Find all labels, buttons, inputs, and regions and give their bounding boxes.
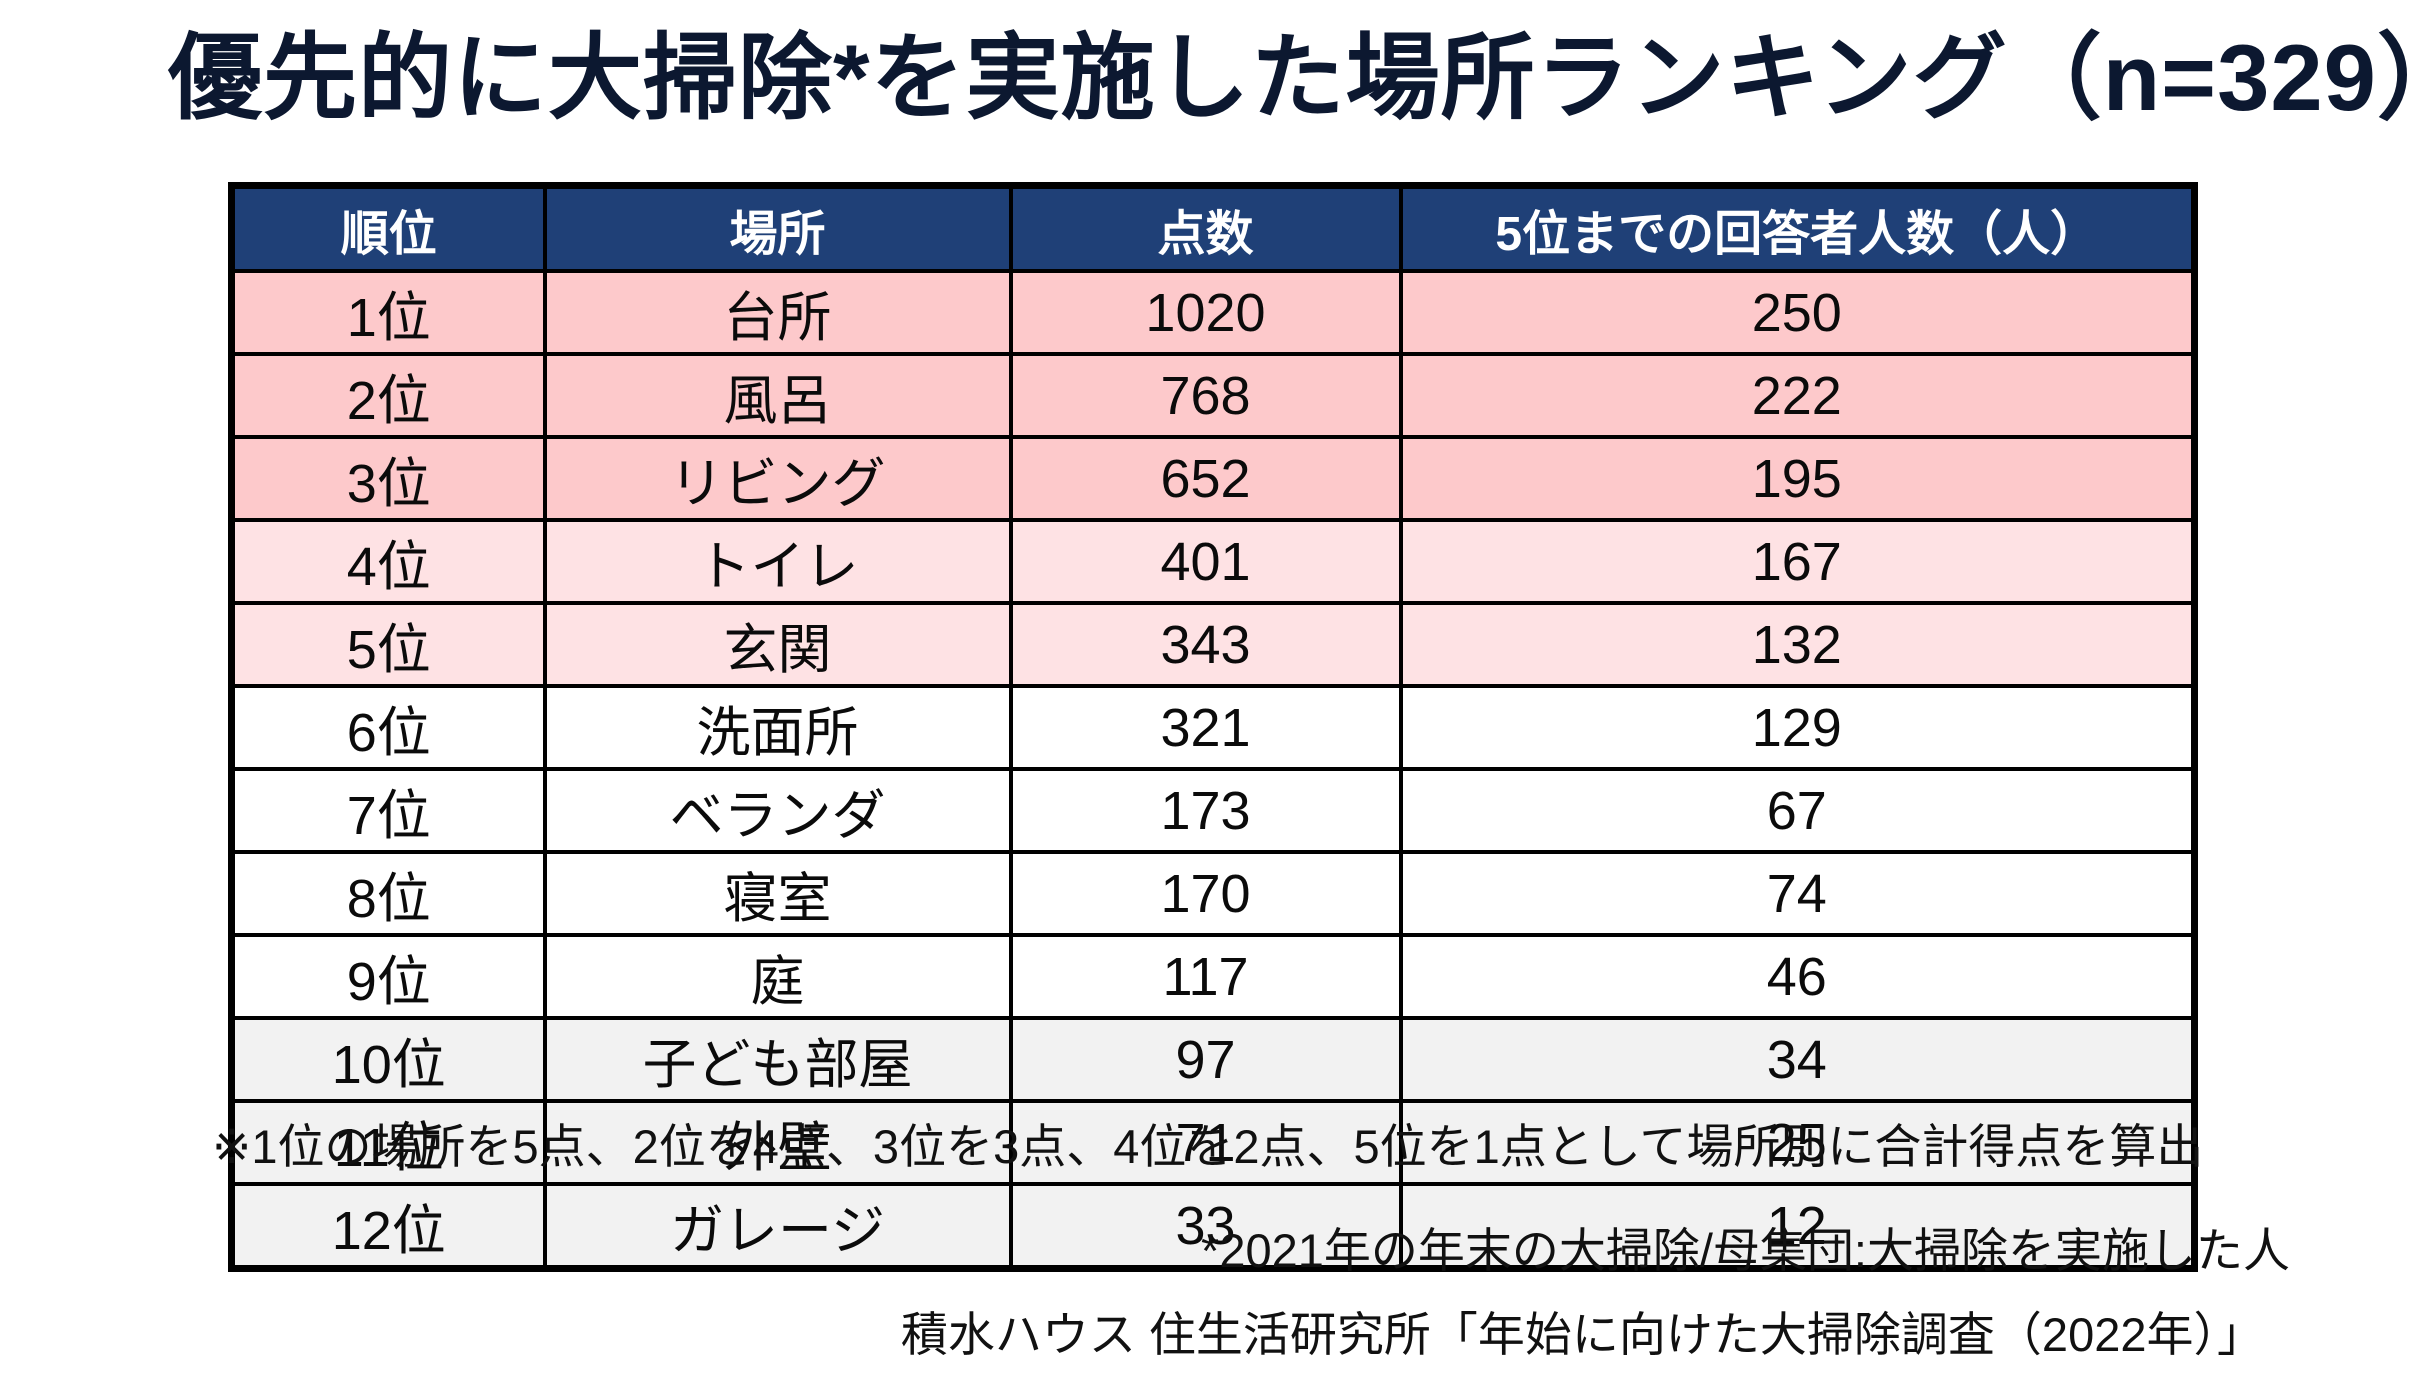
rank-cell: 10位: [229, 1016, 547, 1103]
score-cell: 173: [1008, 767, 1403, 854]
page-title: 優先的に大掃除*を実施した場所ランキング（n=329）: [168, 25, 2414, 130]
rank-cell: 1位: [229, 269, 547, 356]
rank-cell: 12位: [229, 1182, 547, 1271]
score-cell: 71: [1008, 1099, 1403, 1186]
header-place: 場所: [542, 183, 1013, 273]
respondents-cell: 25: [1398, 1099, 2197, 1186]
table-row: 5位 玄関 343 132: [229, 601, 2197, 688]
score-cell: 652: [1008, 435, 1403, 522]
respondents-cell: 195: [1398, 435, 2197, 522]
place-cell: 玄関: [542, 601, 1013, 688]
header-score: 点数: [1008, 183, 1403, 273]
place-cell: リビング: [542, 435, 1013, 522]
footnote-source: 積水ハウス 住生活研究所「年始に向けた大掃除調査（2022年）」: [900, 1308, 2264, 1361]
place-cell: 台所: [542, 269, 1013, 356]
respondents-cell: 67: [1398, 767, 2197, 854]
rank-cell: 5位: [229, 601, 547, 688]
place-cell: 風呂: [542, 352, 1013, 439]
score-cell: 33: [1008, 1182, 1403, 1271]
respondents-cell: 34: [1398, 1016, 2197, 1103]
header-respondents: 5位までの回答者人数（人）: [1398, 183, 2197, 273]
rank-cell: 2位: [229, 352, 547, 439]
respondents-cell: 74: [1398, 850, 2197, 937]
table-row: 10位 子ども部屋 97 34: [229, 1016, 2197, 1103]
rank-cell: 8位: [229, 850, 547, 937]
place-cell: 庭: [542, 933, 1013, 1020]
ranking-table: 順位 場所 点数 5位までの回答者人数（人） 1位 台所 1020 250 2位…: [228, 182, 2198, 1272]
respondents-cell: 129: [1398, 684, 2197, 771]
header-rank: 順位: [229, 183, 547, 273]
score-cell: 97: [1008, 1016, 1403, 1103]
score-cell: 170: [1008, 850, 1403, 937]
score-cell: 1020: [1008, 269, 1403, 356]
score-cell: 343: [1008, 601, 1403, 688]
score-cell: 321: [1008, 684, 1403, 771]
table-row: 3位 リビング 652 195: [229, 435, 2197, 522]
table-header-row: 順位 場所 点数 5位までの回答者人数（人）: [229, 183, 2197, 273]
table-row: 2位 風呂 768 222: [229, 352, 2197, 439]
rank-cell: 7位: [229, 767, 547, 854]
respondents-cell: 46: [1398, 933, 2197, 1020]
footnote-population: *2021年の年末の大掃除/母集団:大掃除を実施した人: [1201, 1224, 2290, 1277]
footnote-scoring: ※1位の場所を5点、2位を4点、3位を3点、4位を2点、5位を1点として場所別に…: [212, 1120, 2204, 1173]
rank-cell: 4位: [229, 518, 547, 605]
place-cell: トイレ: [542, 518, 1013, 605]
respondents-cell: 132: [1398, 601, 2197, 688]
rank-cell: 3位: [229, 435, 547, 522]
respondents-cell: 12: [1398, 1182, 2197, 1271]
place-cell: 洗面所: [542, 684, 1013, 771]
rank-cell: 9位: [229, 933, 547, 1020]
table-row: 7位 ベランダ 173 67: [229, 767, 2197, 854]
table-row: 1位 台所 1020 250: [229, 269, 2197, 356]
table-row: 6位 洗面所 321 129: [229, 684, 2197, 771]
table-row: 8位 寝室 170 74: [229, 850, 2197, 937]
table-row: 4位 トイレ 401 167: [229, 518, 2197, 605]
place-cell: 寝室: [542, 850, 1013, 937]
respondents-cell: 250: [1398, 269, 2197, 356]
respondents-cell: 167: [1398, 518, 2197, 605]
place-cell: 子ども部屋: [542, 1016, 1013, 1103]
score-cell: 401: [1008, 518, 1403, 605]
place-cell: ベランダ: [542, 767, 1013, 854]
table-row: 12位 ガレージ 33 12: [229, 1182, 2197, 1271]
score-cell: 768: [1008, 352, 1403, 439]
table-row: 9位 庭 117 46: [229, 933, 2197, 1020]
score-cell: 117: [1008, 933, 1403, 1020]
rank-cell: 6位: [229, 684, 547, 771]
respondents-cell: 222: [1398, 352, 2197, 439]
table-row: 11位 外壁 71 25: [229, 1099, 2197, 1186]
rank-cell: 11位: [229, 1099, 547, 1186]
place-cell: ガレージ: [542, 1182, 1013, 1271]
place-cell: 外壁: [542, 1099, 1013, 1186]
